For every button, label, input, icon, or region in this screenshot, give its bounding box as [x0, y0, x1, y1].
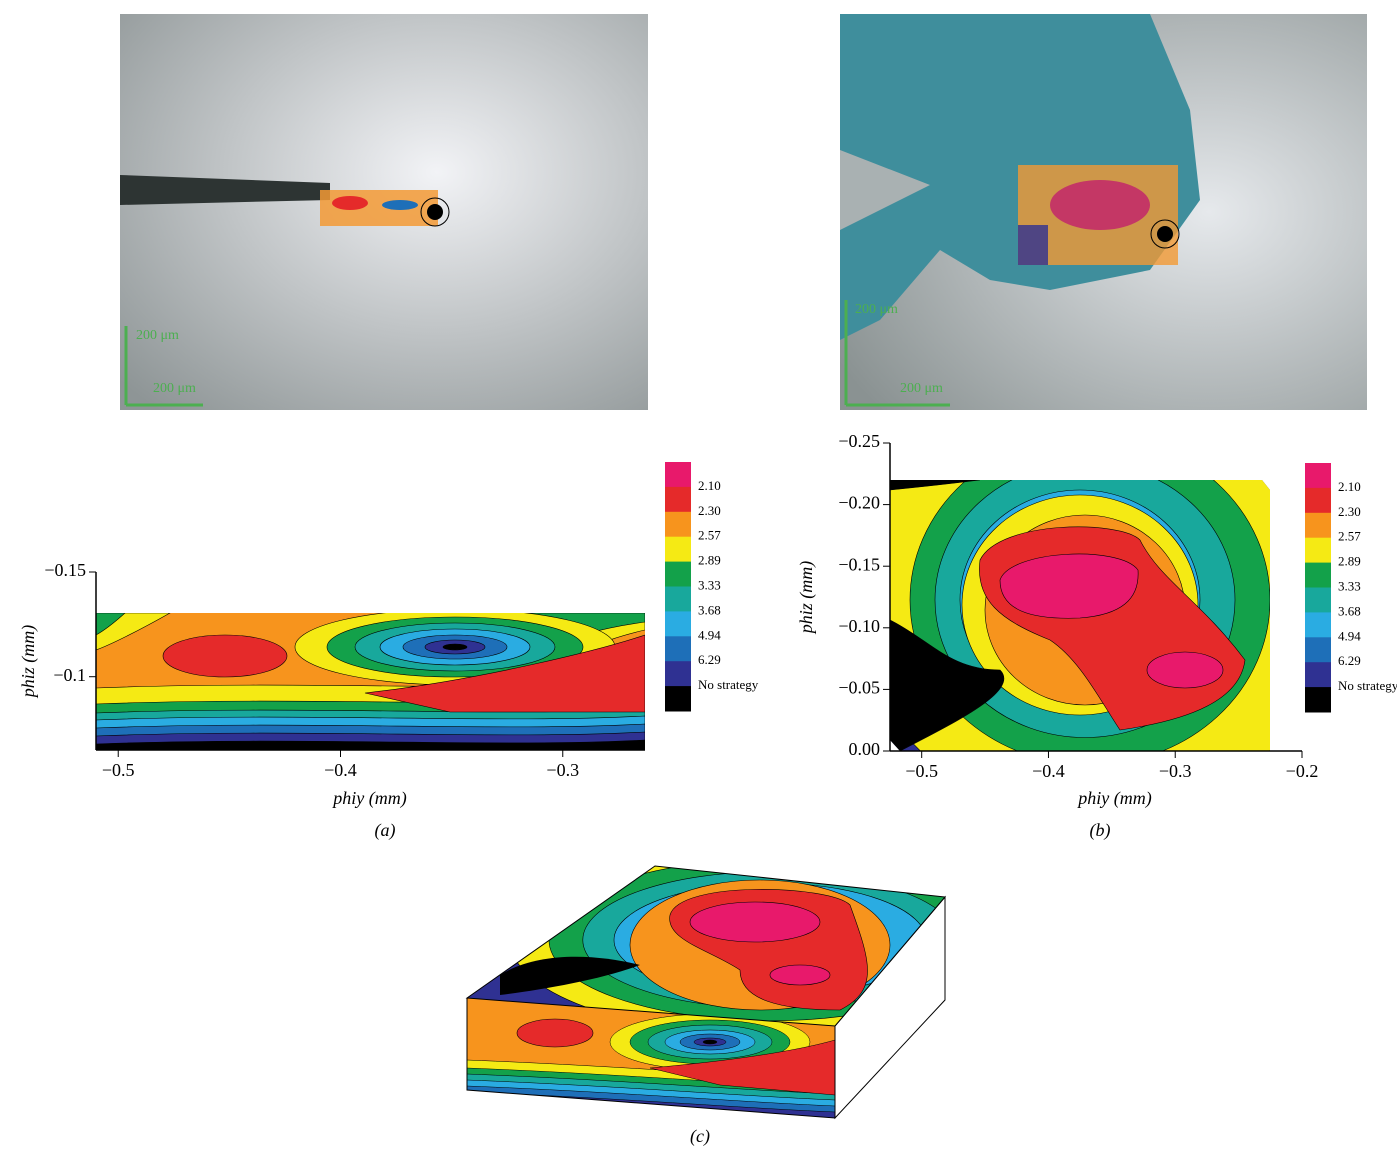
- colorbar-cell: [1305, 488, 1331, 513]
- colorbar-label: 2.30: [698, 503, 721, 518]
- contour-region: [517, 1019, 593, 1047]
- colorbar-label: 3.33: [698, 577, 721, 592]
- y-axis-label: phiz (mm): [18, 625, 39, 700]
- y-tick-label: −0.1: [53, 665, 86, 685]
- contour-plot: [96, 609, 645, 760]
- contour-region: [690, 902, 820, 942]
- x-axis-label: phiy (mm): [331, 788, 406, 809]
- colorbar-cell: [665, 537, 691, 562]
- contour-region: [770, 965, 830, 985]
- colorbar-label: 2.10: [698, 478, 721, 493]
- colorbar-label: 6.29: [1338, 653, 1361, 668]
- colorbar-cell: [665, 587, 691, 612]
- colorbar-label: 2.57: [698, 528, 721, 543]
- colorbar-label: No strategy: [698, 677, 759, 692]
- contour-region: [1000, 554, 1138, 618]
- colorbar-cell: [1305, 662, 1331, 687]
- y-tick-label: −0.20: [838, 493, 880, 513]
- y-tick-label: −0.15: [838, 554, 880, 574]
- x-tick-label: −0.2: [1286, 761, 1319, 781]
- panel-label: (c): [690, 1126, 710, 1147]
- panel-label: (b): [1090, 820, 1111, 841]
- colorbar-label: 6.29: [698, 652, 721, 667]
- contour-region: [1147, 652, 1223, 688]
- scale-label: 200 μm: [900, 381, 943, 396]
- y-tick-label: −0.15: [44, 560, 86, 580]
- x-tick-label: −0.5: [905, 761, 938, 781]
- x-tick-label: −0.3: [1159, 761, 1192, 781]
- x-tick-label: −0.5: [102, 760, 135, 780]
- scale-label: 200 μm: [855, 302, 898, 317]
- colorbar-label: 3.68: [698, 602, 721, 617]
- colorbar-cell: [665, 611, 691, 636]
- contour-region: [163, 635, 287, 677]
- y-tick-label: −0.10: [838, 616, 880, 636]
- colorbar-label: 2.89: [698, 553, 721, 568]
- y-tick-label: −0.05: [838, 678, 880, 698]
- contour-plot: [855, 380, 1335, 820]
- x-tick-label: −0.4: [1032, 761, 1065, 781]
- colorbar-cell: [1305, 687, 1331, 712]
- scale-label: 200 μm: [153, 381, 196, 396]
- colorbar-label: 2.89: [1338, 554, 1361, 569]
- colorbar-cell: [1305, 538, 1331, 563]
- colorbar-label: 2.57: [1338, 529, 1361, 544]
- figure: 200 μm 200 μm 200 μm 200 μm (c) −0.5 −0.4…: [0, 0, 1397, 1153]
- colorbar-cell: [665, 512, 691, 537]
- y-tick-label: −0.25: [838, 431, 880, 451]
- colorbar-label: 4.94: [1338, 628, 1361, 643]
- colorbar-cell: [665, 636, 691, 661]
- colorbar-cell: [1305, 563, 1331, 588]
- colorbar-cell: [665, 661, 691, 686]
- y-axis-label: phiz (mm): [796, 561, 817, 636]
- colorbar-label: 4.94: [698, 627, 721, 642]
- colorbar-label: 3.33: [1338, 578, 1361, 593]
- colorbar-cell: [1305, 513, 1331, 538]
- colorbar-label: No strategy: [1338, 678, 1397, 693]
- colorbar-cell: [1305, 463, 1331, 488]
- colorbar-label: 2.30: [1338, 504, 1361, 519]
- colorbar-cell: [1305, 612, 1331, 637]
- contour-region: [443, 644, 467, 650]
- panel-label: (a): [375, 820, 396, 841]
- colorbar-cell: [665, 487, 691, 512]
- colorbar-cell: [665, 686, 691, 711]
- colorbar-cell: [665, 462, 691, 487]
- colorbar-cell: [665, 562, 691, 587]
- photo-b: [840, 14, 1367, 410]
- colorbar-cell: [1305, 588, 1331, 613]
- scale-label: 200 μm: [136, 328, 179, 343]
- colorbar-cell: [1305, 637, 1331, 662]
- x-tick-label: −0.4: [324, 760, 357, 780]
- colorbar-label: 3.68: [1338, 603, 1361, 618]
- colorbar-label: 2.10: [1338, 479, 1361, 494]
- contour-region: [703, 1040, 717, 1044]
- y-tick-label: 0.00: [849, 739, 881, 759]
- photo-a: [120, 14, 648, 410]
- x-tick-label: −0.3: [546, 760, 579, 780]
- x-axis-label: phiy (mm): [1076, 788, 1151, 809]
